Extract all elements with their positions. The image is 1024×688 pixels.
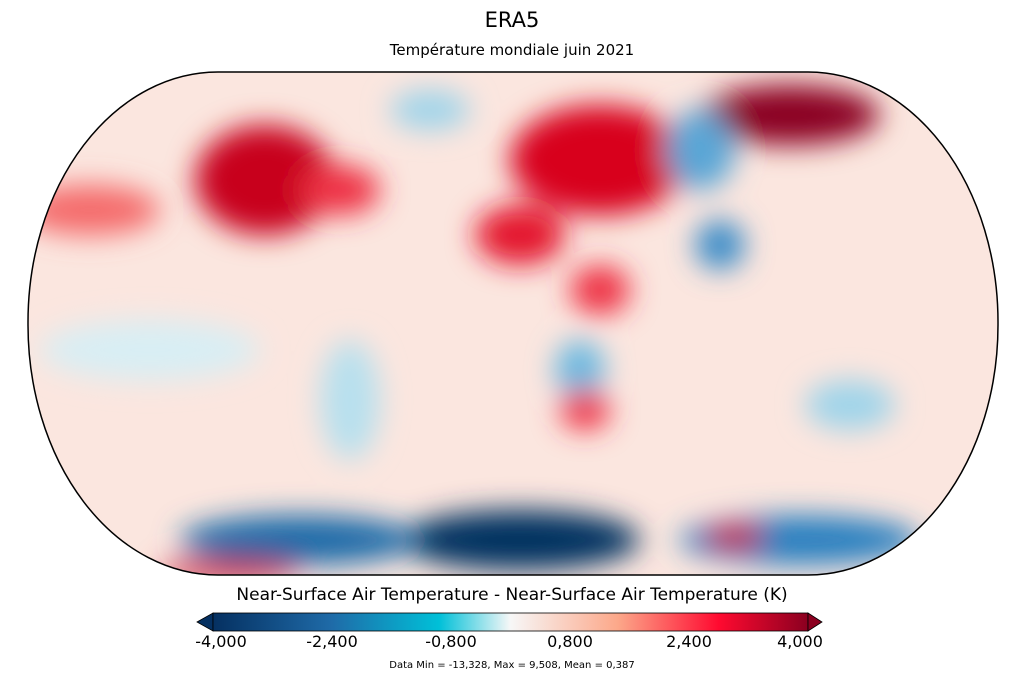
- colorbar-max-extend-arrow: [807, 612, 823, 632]
- colorbar-gradient: [212, 612, 809, 632]
- data-statistics: Data Min = -13,328, Max = 9,508, Mean = …: [389, 660, 635, 671]
- map-subtitle: Température mondiale juin 2021: [389, 41, 635, 59]
- colorbar-tick-label: 0,800: [547, 632, 593, 651]
- colorbar-tick-label: -2,400: [306, 632, 358, 651]
- map-frame: [27, 71, 999, 576]
- colorbar-min-extend-arrow: [196, 612, 214, 632]
- colorbar-tick-label: -0,800: [425, 632, 477, 651]
- map-field: [28, 72, 998, 575]
- colorbar-tick-label: 4,000: [777, 632, 823, 651]
- map-title: ERA5: [484, 8, 540, 32]
- colorbar-label: Near-Surface Air Temperature - Near-Surf…: [236, 585, 788, 605]
- colorbar: [196, 612, 823, 632]
- colorbar-tick-label: -4,000: [195, 632, 247, 651]
- colorbar-tick-label: 2,400: [666, 632, 712, 651]
